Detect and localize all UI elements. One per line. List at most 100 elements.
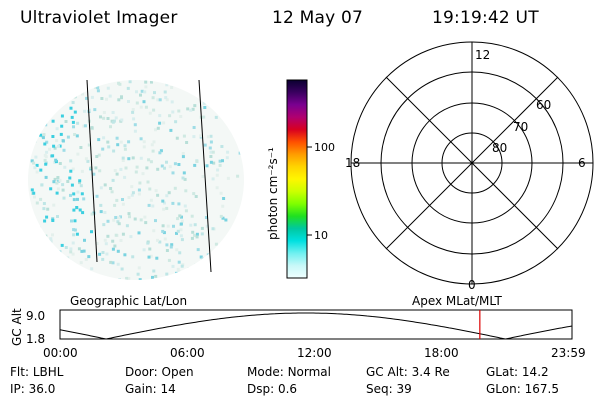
uv-speckle [234,237,238,241]
uv-speckle [181,152,185,155]
uv-speckle [46,207,50,211]
uv-speckle [165,160,168,164]
uv-speckle [28,137,32,141]
colorbar-ticklabel-100: 100 [314,141,335,154]
uv-speckle [204,216,208,219]
uv-speckle [35,110,38,114]
uv-speckle [44,80,48,84]
uv-speckle [209,150,213,154]
uv-speckle [225,261,228,265]
uv-speckle [90,230,93,234]
uv-speckle [99,115,102,119]
uv-speckle [214,242,218,246]
uv-speckle [125,276,129,280]
altitude-ytick-max: 9.0 [26,309,45,323]
uv-speckle [82,197,86,201]
uv-speckle [163,90,167,94]
uv-speckle [154,189,158,193]
uv-speckle [61,139,65,143]
uv-speckle [123,175,127,179]
uv-speckle [114,116,118,120]
uv-speckle [66,180,70,183]
uv-speckle [63,165,67,169]
uv-speckle [138,181,142,185]
uv-speckle [139,156,143,160]
uv-speckle [134,170,138,174]
uv-speckle [144,105,148,109]
uv-speckle [192,135,196,139]
uv-speckle [195,235,199,239]
uv-speckle [165,194,169,198]
uv-speckle [185,141,189,144]
uv-speckle [220,145,224,148]
uv-speckle [82,124,86,128]
uv-speckle [165,83,169,87]
uv-speckle [180,238,184,242]
uv-speckle [226,150,230,154]
uv-speckle [43,219,47,223]
uv-speckle [175,271,179,275]
uv-speckle [180,264,184,268]
uv-speckle [67,259,71,263]
uv-speckle [71,252,75,256]
uv-speckle [200,232,204,236]
uv-speckle [42,257,45,261]
uv-speckle [175,248,179,252]
uv-speckle [111,239,115,243]
uv-speckle [97,276,101,280]
instrument-title: Ultraviolet Imager [20,8,178,28]
uv-image-disk [28,80,244,280]
uv-speckle [136,272,140,276]
uv-speckle [239,248,243,252]
uv-speckle [167,191,171,195]
uv-speckle [89,166,93,170]
uv-speckle [121,198,124,201]
uv-speckle [243,145,244,149]
uv-speckle [60,275,64,279]
uv-speckle [194,195,198,198]
uv-speckle [41,136,45,140]
uv-speckle [37,244,40,247]
uv-speckle [51,119,55,123]
uv-speckle [175,136,179,140]
uv-speckle [241,220,244,224]
info-ip: IP: 36.0 [10,382,55,396]
uv-speckle [152,108,156,112]
uv-speckle [176,229,180,233]
uv-speckle [105,252,109,256]
altitude-xtick-1200: 12:00 [297,346,332,360]
lat-label-60: 60 [536,98,551,112]
uv-speckle [170,243,174,247]
uv-speckle [114,216,118,219]
uv-speckle [189,223,193,227]
uv-speckle [144,221,148,225]
uv-speckle [178,214,182,218]
uv-speckle [147,255,151,259]
info-ip-value: 36.0 [28,382,56,396]
uv-speckle [208,146,212,150]
uv-speckle [51,154,55,158]
uv-speckle [87,255,91,259]
uv-speckle [238,235,241,239]
uv-speckle [51,233,54,237]
uv-speckle [193,233,196,237]
uv-speckle [119,215,122,219]
uv-speckle [73,110,77,114]
uv-speckle [143,215,147,219]
uv-speckle [158,240,162,244]
uv-speckle [162,207,166,211]
uv-speckle [55,191,59,195]
uv-speckle [170,86,174,89]
info-seq-value: 39 [396,382,412,396]
uv-speckle [73,133,77,136]
uv-speckle [39,197,43,201]
uv-speckle [51,263,55,267]
uv-speckle [195,232,199,236]
uv-speckle [99,203,103,207]
altitude-xtick-0600: 06:00 [170,346,205,360]
uv-speckle [40,183,44,187]
uv-speckle [111,111,115,114]
uv-speckle [154,274,158,278]
uv-speckle [73,228,77,232]
uv-speckle [168,165,172,169]
